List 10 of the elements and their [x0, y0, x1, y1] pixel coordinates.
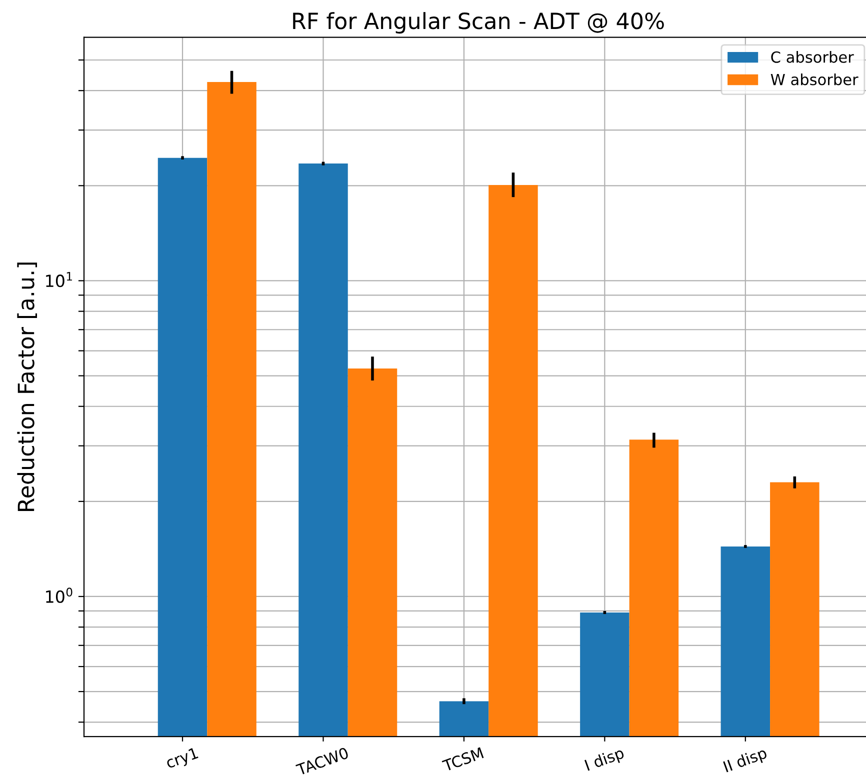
legend-label: W absorber [770, 73, 858, 86]
x-tick-label: TCSM [442, 747, 484, 772]
chart-title: RF for Angular Scan - ADT @ 40% [293, 12, 664, 34]
x-tick-label: cry1 [165, 747, 200, 772]
y-axis-title: Reduction Factor [a.u.] [17, 262, 38, 511]
x-tick-label: I disp [584, 746, 626, 774]
y-tick-label: 10$^{1}$ [46, 272, 72, 288]
y-tick-label: 10$^{0}$ [46, 588, 72, 603]
x-tick-label: II disp [722, 746, 769, 776]
legend-label: C absorber [771, 51, 854, 63]
